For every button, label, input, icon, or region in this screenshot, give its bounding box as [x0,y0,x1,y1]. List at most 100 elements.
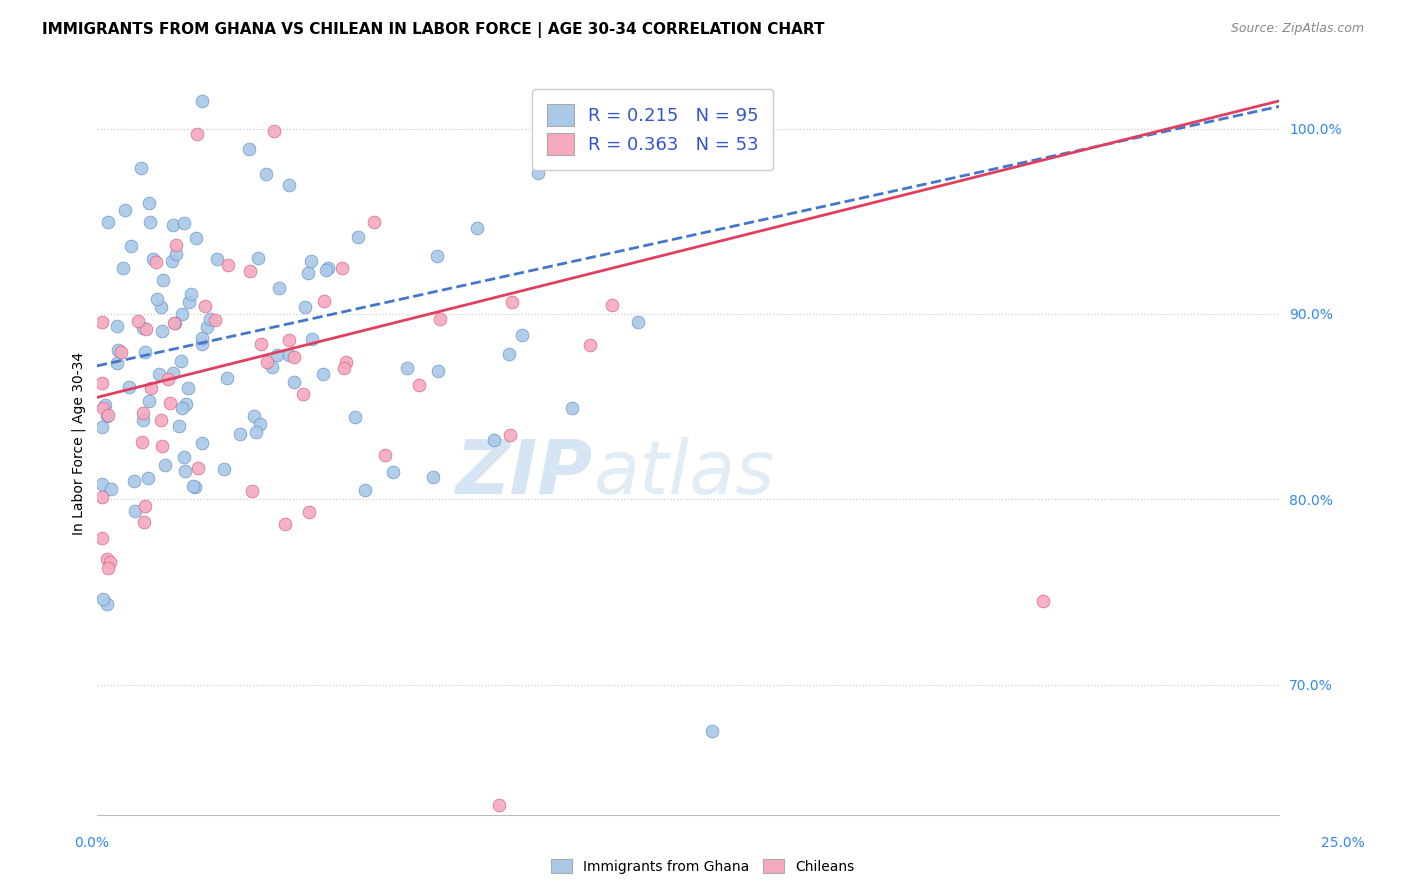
Point [1032,594,1054,608]
Point [314,293,336,308]
Point [242,409,264,423]
Point [97,408,120,422]
Point [499,427,522,442]
Point [100,483,122,497]
Point [263,124,285,138]
Point [107,343,129,357]
Point [162,254,184,268]
Point [124,503,146,517]
Point [184,480,207,494]
Point [132,320,155,334]
Point [145,292,167,306]
Point [278,178,301,193]
Point [96,552,118,566]
Point [165,246,187,260]
Point [681,94,703,108]
Point [283,376,305,390]
Point [156,372,179,386]
Point [118,380,141,394]
Point [131,413,153,427]
Point [170,353,193,368]
Point [139,381,162,395]
Point [111,260,134,275]
Point [316,261,339,276]
Point [245,425,267,440]
Point [122,475,145,489]
Point [177,295,200,310]
Point [148,367,170,381]
Point [134,345,156,359]
Point [283,350,305,364]
Point [190,331,212,345]
Point [217,371,239,385]
Point [561,401,583,416]
Point [333,360,356,375]
Point [91,592,114,607]
Legend: Immigrants from Ghana, Chileans: Immigrants from Ghana, Chileans [544,852,862,880]
Point [579,338,602,352]
Point [298,505,321,519]
Point [127,313,149,327]
Point [294,300,316,314]
Point [250,337,273,351]
Point [105,356,128,370]
Point [91,376,114,390]
Point [184,231,207,245]
Point [141,252,163,267]
Point [482,433,505,447]
Point [174,465,197,479]
Point [152,324,174,338]
Point [132,515,155,529]
Point [195,319,218,334]
Point [191,337,214,351]
Point [186,127,208,141]
Point [249,417,271,432]
Point [301,332,323,346]
Point [465,220,488,235]
Point [173,216,195,230]
Point [162,366,184,380]
Point [488,798,510,813]
Point [266,348,288,362]
Point [134,500,156,514]
Point [347,230,370,244]
Text: 0.0%: 0.0% [75,836,108,850]
Point [228,427,250,442]
Point [150,300,173,314]
Point [498,347,520,361]
Point [408,378,430,392]
Point [191,436,214,450]
Point [131,435,153,450]
Point [181,478,204,492]
Point [426,364,449,378]
Point [602,298,624,312]
Point [96,597,118,611]
Point [172,307,194,321]
Point [93,398,115,412]
Point [204,313,226,327]
Point [274,517,297,532]
Point [335,355,357,369]
Point [395,361,418,376]
Point [429,312,451,326]
Text: IMMIGRANTS FROM GHANA VS CHILEAN IN LABOR FORCE | AGE 30-34 CORRELATION CHART: IMMIGRANTS FROM GHANA VS CHILEAN IN LABO… [42,22,825,38]
Text: ZIP: ZIP [457,437,593,510]
Point [167,418,190,433]
Point [97,561,120,575]
Point [136,471,159,485]
Point [152,273,174,287]
Point [363,215,385,229]
Point [97,215,120,229]
Point [138,196,160,211]
Point [91,401,114,416]
Point [381,465,404,479]
Point [153,458,176,472]
Point [149,413,172,427]
Point [262,359,284,374]
Point [269,281,291,295]
Point [627,315,650,329]
Point [644,137,666,152]
Y-axis label: In Labor Force | Age 30-34: In Labor Force | Age 30-34 [72,352,86,535]
Point [105,318,128,333]
Point [90,531,112,545]
